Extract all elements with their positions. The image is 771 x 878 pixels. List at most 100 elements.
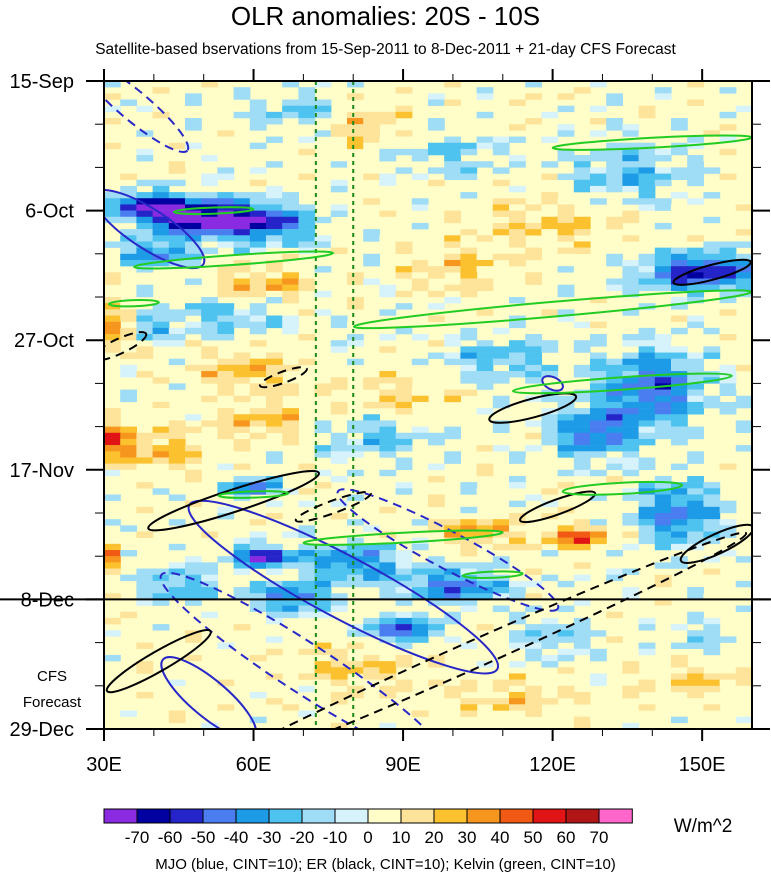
anomaly-cell [638, 506, 656, 514]
anomaly-cell [395, 377, 413, 384]
anomaly-cell [590, 364, 607, 372]
anomaly-cell [330, 667, 348, 674]
anomaly-cell [379, 309, 397, 316]
anomaly-cell [541, 654, 559, 662]
anomaly-cell [217, 198, 235, 205]
anomaly-cell [298, 148, 316, 156]
anomaly-cell [719, 673, 737, 680]
anomaly-cell [590, 414, 607, 421]
anomaly-cell [347, 358, 364, 366]
y-tick-label: 6-Oct [25, 201, 74, 223]
anomaly-cell [428, 204, 445, 211]
anomaly-cell [298, 284, 316, 292]
anomaly-cell [249, 142, 267, 150]
anomaly-cell [428, 500, 445, 508]
anomaly-cell [168, 568, 186, 575]
anomaly-cell [654, 278, 672, 285]
anomaly-cell [573, 642, 591, 649]
anomaly-cell [363, 667, 380, 674]
anomaly-cell [233, 556, 251, 563]
anomaly-cell [687, 457, 704, 464]
anomaly-cell [314, 105, 332, 113]
anomaly-cell [314, 426, 332, 433]
anomaly-cell [152, 259, 170, 267]
anomaly-cell [735, 556, 752, 563]
anomaly-cell [509, 482, 526, 489]
anomaly-cell [492, 247, 510, 255]
anomaly-cell [573, 543, 591, 551]
anomaly-cell [185, 321, 202, 329]
anomaly-cell [201, 179, 218, 187]
anomaly-cell [460, 247, 478, 255]
anomaly-cell [444, 81, 461, 88]
colorbar-swatch [103, 808, 138, 824]
anomaly-cell [104, 93, 121, 100]
anomaly-cell [249, 321, 267, 329]
anomaly-cell [136, 210, 154, 217]
anomaly-cell [185, 364, 202, 372]
anomaly-cell [622, 179, 640, 187]
anomaly-cell [363, 352, 380, 359]
anomaly-cell [476, 519, 494, 526]
anomaly-cell [411, 401, 429, 409]
anomaly-cell [654, 204, 672, 211]
anomaly-cell [104, 519, 121, 526]
anomaly-cell [104, 426, 121, 433]
anomaly-cell [606, 124, 623, 131]
anomaly-cell [687, 253, 704, 261]
y-tick-label: 17-Nov [10, 460, 74, 482]
anomaly-cell [249, 99, 267, 106]
anomaly-cell [395, 111, 413, 119]
anomaly-cell [314, 266, 332, 273]
anomaly-cell [460, 562, 478, 569]
anomaly-cell [525, 624, 542, 631]
anomaly-cell [476, 111, 494, 119]
colorbar-swatch [598, 808, 633, 824]
anomaly-cell [201, 562, 218, 569]
anomaly-cell [573, 562, 591, 569]
anomaly-cell [266, 377, 283, 384]
anomaly-cell [735, 580, 752, 588]
anomaly-cell [735, 661, 752, 668]
anomaly-cell [654, 272, 672, 279]
anomaly-cell [120, 204, 137, 211]
anomaly-cell [703, 537, 721, 545]
mjo-contour [104, 189, 206, 270]
anomaly-cell [719, 297, 737, 304]
anomaly-cell [330, 340, 348, 347]
anomaly-cell [444, 155, 461, 162]
anomaly-cell [282, 593, 299, 600]
anomaly-cell [557, 438, 575, 446]
anomaly-cell [363, 475, 380, 483]
anomaly-cell [476, 648, 494, 656]
anomaly-cell [638, 340, 656, 347]
anomaly-cell [444, 691, 461, 699]
anomaly-cell [233, 87, 251, 94]
anomaly-cell [606, 395, 623, 403]
anomaly-cell [168, 519, 186, 526]
anomaly-cell [201, 259, 218, 267]
anomaly-cell [573, 648, 591, 656]
anomaly-cell [687, 537, 704, 545]
anomaly-cell [298, 562, 316, 569]
anomaly-cell [104, 272, 121, 279]
anomaly-cell [379, 556, 397, 563]
anomaly-cell [395, 630, 413, 637]
anomaly-cell [411, 222, 429, 230]
anomaly-cell [395, 457, 413, 464]
anomaly-cell [347, 167, 364, 174]
anomaly-cell [687, 389, 704, 396]
anomaly-cell [509, 475, 526, 483]
anomaly-cell [573, 340, 591, 347]
anomaly-cell [379, 654, 397, 662]
anomaly-cell [266, 216, 283, 224]
anomaly-cell [347, 124, 364, 131]
anomaly-cell [411, 321, 429, 329]
anomaly-cell [622, 284, 640, 292]
anomaly-cell [525, 685, 542, 693]
anomaly-cell [703, 679, 721, 687]
anomaly-cell [654, 334, 672, 341]
anomaly-cell [120, 241, 137, 248]
anomaly-cell [233, 321, 251, 329]
anomaly-cell [314, 99, 332, 106]
